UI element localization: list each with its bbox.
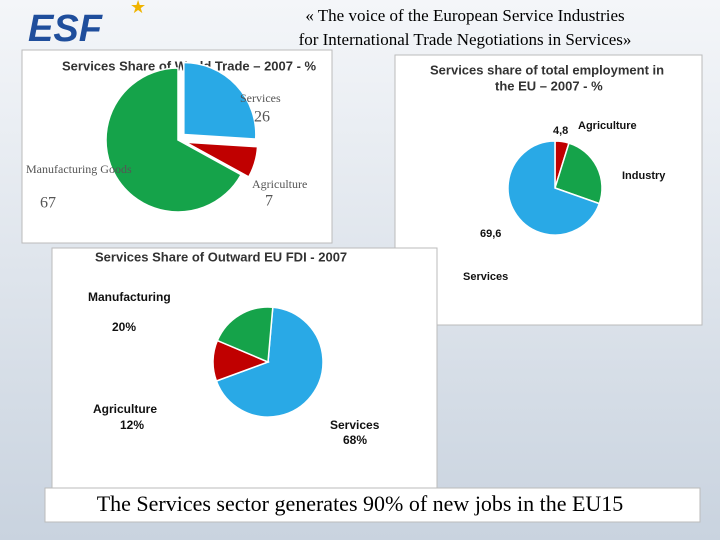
footer-box [44, 487, 701, 523]
chart-title: Services Share of Outward EU FDI - 2007 [95, 249, 347, 264]
slice-value: 67 [40, 195, 56, 212]
pie-slice [507, 140, 601, 236]
slice-label: Manufacturing Goods [26, 162, 132, 176]
slice-label: Agriculture [93, 402, 157, 416]
pie-slice [185, 141, 259, 178]
slice-value: 69,6 [480, 228, 501, 240]
pie-slice [554, 142, 603, 205]
slice-label: Agriculture [578, 120, 637, 132]
slice-label: Manufacturing [88, 290, 171, 304]
slice-label: Industry [622, 170, 666, 182]
slice-label: Agriculture [252, 177, 307, 191]
slice-value: 68% [343, 433, 367, 447]
logo: ESF [28, 8, 104, 50]
slice-label: Services [463, 271, 508, 283]
slice-value: 7 [265, 193, 273, 210]
slice-label: Services [330, 418, 380, 432]
pie-slice [216, 306, 274, 364]
footer-text: The Services sector generates 90% of new… [97, 491, 624, 516]
logo-star: ★ [130, 0, 146, 17]
slice-value: 20% [112, 320, 136, 334]
slice-label: Services [240, 91, 281, 105]
slice-value: 4,8 [553, 125, 568, 137]
header-title: for International Trade Negotiations in … [299, 30, 632, 49]
chart-title: Services share of total employment in [430, 62, 664, 77]
pie-slice [105, 67, 243, 213]
pie-slice [183, 61, 257, 140]
slice-value: 26 [254, 109, 270, 126]
chart-title: the EU – 2007 - % [495, 78, 603, 93]
header-title: « The voice of the European Service Indu… [305, 6, 624, 25]
slice-value: 12% [120, 418, 144, 432]
